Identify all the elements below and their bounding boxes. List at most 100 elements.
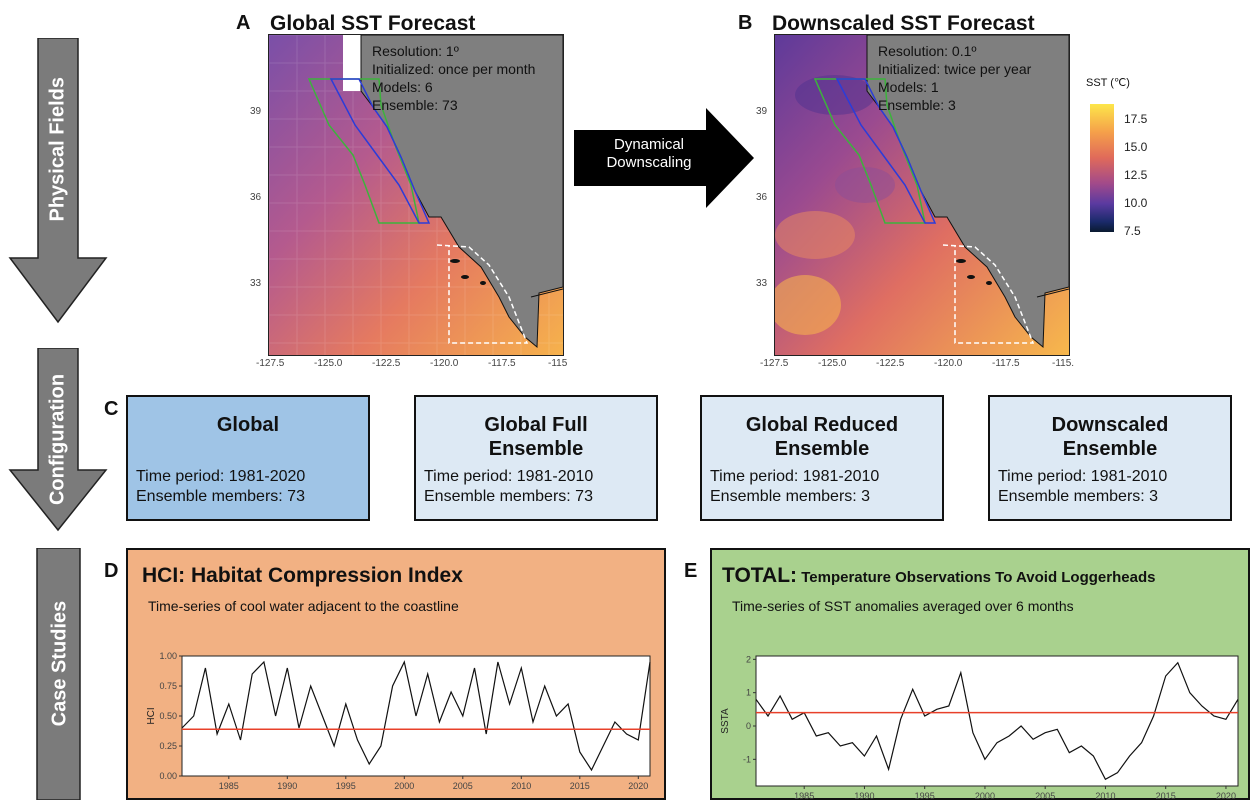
downscaling-line2: Downscaling: [606, 154, 692, 171]
case-studies-bar: [36, 548, 81, 800]
physical-fields-label: Physical Fields: [46, 76, 69, 222]
downscaled-sst-map: [774, 34, 1070, 356]
physical-fields-arrow: [8, 38, 108, 324]
x-tick-label: 1990: [854, 791, 874, 801]
legend-tick: 7.5: [1124, 224, 1141, 238]
downscaling-label: Dynamical Downscaling: [586, 136, 712, 172]
configuration-label: Configuration: [46, 373, 69, 506]
ssta-chart: 2 1 0 -1 1985 1990 1995 2000 2005 2010 2015 2020 SST…: [720, 654, 1239, 801]
config-members: Ensemble members: 3: [710, 488, 871, 505]
map-a-x-tick: -120.0: [430, 358, 459, 369]
map-b-x-tick: -125.0: [818, 358, 847, 369]
y-tick-label: 0.50: [159, 711, 177, 721]
map-a-x-tick: -115: [548, 358, 568, 369]
panel-d-letter: D: [104, 560, 119, 582]
map-b-x-tick: -117.5: [992, 358, 1020, 369]
config-period: Time period: 1981-2010: [710, 468, 880, 485]
config-title-line2: Ensemble: [774, 438, 870, 460]
panel-c-letter: C: [104, 398, 119, 420]
x-tick-label: 2010: [511, 781, 531, 791]
config-title: Downscaled: [1051, 414, 1169, 436]
x-tick-label: 2010: [1095, 791, 1115, 801]
x-tick-label: 2005: [453, 781, 473, 791]
map-a-y-tick: 39: [250, 106, 262, 117]
case-total-title-rest: Temperature Observations To Avoid Logger…: [797, 569, 1156, 586]
config-title: Global Reduced: [745, 414, 899, 436]
panel-a-ensemble: Ensemble: 73: [372, 97, 458, 113]
series-line: [755, 661, 1239, 781]
legend-tick: 15.0: [1124, 140, 1148, 154]
x-tick-label: 1985: [794, 791, 814, 801]
x-tick-label: 2020: [628, 781, 648, 791]
x-tick-label: 2020: [1216, 791, 1236, 801]
panel-b-initialized: Initialized: twice per year: [878, 61, 1032, 77]
panel-b-ensemble: Ensemble: 3: [878, 97, 956, 113]
map-b-y-tick: 33: [756, 278, 768, 289]
panel-b-resolution: Resolution: 0.1º: [878, 43, 977, 59]
panel-a-initialized: Initialized: once per month: [372, 61, 536, 77]
config-title-line2: Ensemble: [488, 438, 584, 460]
case-total-title: TOTAL: Temperature Observations To Avoid…: [722, 564, 1155, 588]
config-title-line2: Ensemble: [1062, 438, 1158, 460]
panel-a-resolution: Resolution: 1º: [372, 43, 459, 59]
map-b-y-tick: 39: [756, 106, 768, 117]
x-tick-label: 2005: [1035, 791, 1055, 801]
x-tick-label: 2000: [394, 781, 414, 791]
series-line: [181, 660, 651, 772]
map-a-y-tick: 36: [250, 192, 262, 203]
map-b-x-tick: -127.5: [760, 358, 789, 369]
case-total-box: TOTAL: Temperature Observations To Avoid…: [710, 548, 1250, 801]
y-tick-label: 1.00: [159, 651, 177, 661]
case-studies-label: Case Studies: [48, 600, 71, 727]
legend-tick: 12.5: [1124, 168, 1148, 182]
x-tick-label: 2015: [570, 781, 590, 791]
panel-b-letter: B: [738, 12, 753, 34]
config-title: Global: [216, 414, 280, 436]
case-hci-box: HCI: Habitat Compression Index Time-seri…: [126, 548, 666, 800]
panel-b-title: Downscaled SST Forecast: [772, 12, 1035, 35]
map-a-x-tick: -125.0: [314, 358, 343, 369]
config-box-downscaled: Downscaled Ensemble Time period: 1981-20…: [988, 395, 1232, 521]
config-members: Ensemble members: 73: [424, 488, 593, 505]
x-tick-label: 1990: [277, 781, 297, 791]
panel-e-letter: E: [684, 560, 698, 582]
downscaling-arrow: [574, 108, 754, 208]
y-tick-label: 0.75: [159, 681, 177, 691]
legend-colorbar: [1090, 104, 1114, 232]
config-box-global: Global Time period: 1981-2020 Ensemble m…: [126, 395, 370, 521]
map-b-x-tick: -115.: [1052, 358, 1075, 369]
map-a-x-tick: -117.5: [488, 358, 516, 369]
y-axis-label: SSTA: [720, 708, 731, 734]
global-sst-map: [268, 34, 564, 356]
y-tick-label: 0: [746, 721, 751, 731]
y-tick-label: -1: [743, 754, 751, 764]
y-tick-label: 0.00: [159, 771, 177, 781]
y-tick-label: 2: [746, 654, 751, 664]
panel-a-models: Models: 6: [372, 79, 433, 95]
x-tick-label: 2000: [975, 791, 995, 801]
case-total-subtitle: Time-series of SST anomalies averaged ov…: [732, 598, 1074, 614]
legend-tick: 17.5: [1124, 112, 1148, 126]
y-axis-label: HCI: [146, 707, 157, 724]
y-tick-label: 0.25: [159, 741, 177, 751]
hci-chart: 1.00 0.75 0.50 0.25 0.00 1985 1990 1995 2000 2005…: [146, 651, 651, 791]
config-members: Ensemble members: 3: [998, 488, 1159, 505]
plot-area: [755, 655, 1239, 787]
panel-b-models: Models: 1: [878, 79, 939, 95]
map-b-y-tick: 36: [756, 192, 768, 203]
case-hci-subtitle: Time-series of cool water adjacent to th…: [148, 598, 459, 614]
config-period: Time period: 1981-2010: [424, 468, 594, 485]
config-members: Ensemble members: 73: [136, 488, 305, 505]
x-tick-label: 1985: [219, 781, 239, 791]
config-period: Time period: 1981-2010: [998, 468, 1168, 485]
config-title: Global Full: [484, 414, 588, 436]
panel-b-info: Resolution: 0.1º Initialized: twice per …: [878, 42, 1031, 114]
x-tick-label: 1995: [915, 791, 935, 801]
map-b-x-tick: -120.0: [934, 358, 963, 369]
x-tick-label: 2015: [1156, 791, 1176, 801]
x-tick-label: 1995: [336, 781, 356, 791]
map-a-x-tick: -122.5: [372, 358, 401, 369]
legend-title: SST (℃): [1086, 77, 1130, 89]
legend-tick: 10.0: [1124, 196, 1148, 210]
case-hci-title: HCI: Habitat Compression Index: [142, 564, 463, 587]
